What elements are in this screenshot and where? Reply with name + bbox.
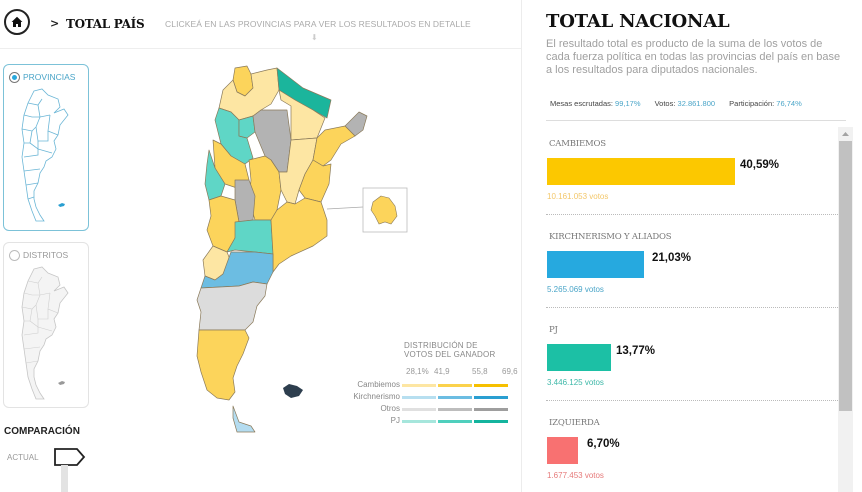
comparison-title: COMPARACIÓN — [4, 426, 80, 437]
party-bar — [547, 251, 644, 278]
summary-stats: Mesas escrutadas: 99,17% Votos: 32.861.8… — [550, 99, 802, 108]
participacion-label: Participación: — [729, 99, 775, 108]
party-result-cambiemos: CAMBIEMOS 40,59% 10.161.053 votos — [546, 122, 840, 215]
votos-label: Votos: — [654, 99, 676, 108]
legend-row-pj: PJ — [330, 416, 518, 426]
divider — [546, 120, 846, 121]
legend-swatch — [474, 408, 508, 411]
islands-malvinas — [283, 384, 303, 398]
legend-tick: 55,8 — [472, 367, 488, 376]
province-caba — [370, 195, 398, 225]
breadcrumb-current: TOTAL PAÍS — [66, 17, 145, 31]
legend-swatch — [474, 396, 508, 399]
view-option-label: DISTRITOS — [23, 250, 69, 260]
legend-swatch — [474, 420, 508, 423]
instruction-hint: CLICKEÁ EN LAS PROVINCIAS PARA VER LOS R… — [165, 19, 471, 29]
comparison-slider-handle[interactable] — [53, 447, 87, 467]
party-votes: 5.265.069 votos — [547, 285, 604, 294]
province-buenosaires — [270, 197, 328, 273]
districts-thumbnail-map-icon — [21, 266, 69, 400]
national-results-panel: TOTAL NACIONAL El resultado total es pro… — [521, 0, 862, 492]
home-icon — [11, 16, 23, 27]
panel-title: TOTAL NACIONAL — [546, 11, 730, 32]
legend-tick: 41,9 — [434, 367, 450, 376]
scroll-up-button[interactable] — [838, 127, 853, 141]
party-votes: 3.446.125 votos — [547, 378, 604, 387]
top-bar: > TOTAL PAÍS CLICKEÁ EN LAS PROVINCIAS P… — [0, 0, 521, 49]
comparison-current-label: ACTUAL — [7, 453, 39, 462]
province-chubut — [196, 281, 268, 331]
province-santacruz — [196, 329, 250, 401]
legend-tick: 28,1% — [406, 367, 429, 376]
legend-row-otros: Otros — [330, 404, 518, 414]
results-scrollbar[interactable] — [838, 127, 853, 492]
mesas-value: 99,17% — [615, 99, 641, 108]
party-name: PJ — [549, 325, 558, 335]
party-results-list[interactable]: CAMBIEMOS 40,59% 10.161.053 votos KIRCHN… — [546, 122, 840, 492]
legend-tick: 69,6 — [502, 367, 518, 376]
legend-swatch — [402, 408, 436, 411]
legend-row-cambiemos: Cambiemos — [330, 380, 518, 390]
radio-distritos[interactable] — [9, 250, 20, 261]
legend-swatch — [402, 420, 436, 423]
mesas-label: Mesas escrutadas: — [550, 99, 613, 108]
legend-swatch — [438, 420, 472, 423]
party-percent: 21,03% — [652, 252, 692, 264]
view-option-label: PROVINCIAS — [23, 72, 76, 82]
party-name: IZQUIERDA — [549, 418, 600, 428]
party-name: KIRCHNERISMO Y ALIADOS — [549, 232, 672, 242]
provinces-thumbnail-map-icon — [21, 88, 69, 222]
party-result-kirchnerismo: KIRCHNERISMO Y ALIADOS 21,03% 5.265.069 … — [546, 215, 840, 308]
party-votes: 10.161.053 votos — [547, 192, 609, 201]
radio-provincias[interactable] — [9, 72, 20, 83]
party-percent: 6,70% — [587, 438, 620, 450]
view-option-distritos[interactable]: DISTRITOS — [3, 242, 89, 408]
party-result-pj: PJ 13,77% 3.446.125 votos — [546, 308, 840, 401]
party-name: CAMBIEMOS — [549, 139, 606, 149]
party-votes: 1.677.453 votos — [547, 471, 604, 480]
arrow-down-icon: ⬇ — [311, 33, 318, 42]
breadcrumb-separator: > — [50, 17, 60, 30]
votos-value: 32.861.800 — [677, 99, 716, 108]
participacion-value: 76,74% — [776, 99, 802, 108]
party-bar — [547, 158, 735, 185]
province-tucuman — [238, 115, 256, 139]
argentina-results-map[interactable] — [195, 60, 415, 435]
province-tierradelfuego — [232, 405, 256, 433]
legend-swatch — [474, 384, 508, 387]
home-button[interactable] — [4, 9, 30, 35]
caret-up-icon — [842, 132, 849, 136]
comparison-slider-track[interactable] — [61, 465, 68, 492]
party-result-izquierda: IZQUIERDA 6,70% 1.677.453 votos — [546, 401, 840, 492]
party-bar — [547, 344, 611, 371]
legend-swatch — [402, 396, 436, 399]
party-bar — [547, 437, 578, 464]
legend-swatch — [438, 384, 472, 387]
party-percent: 13,77% — [616, 345, 656, 357]
legend-title: DISTRIBUCIÓN DE VOTOS DEL GANADOR — [404, 341, 496, 359]
party-percent: 40,59% — [740, 159, 780, 171]
view-option-provincias[interactable]: PROVINCIAS — [3, 64, 89, 231]
panel-description: El resultado total es producto de la sum… — [546, 38, 841, 76]
legend-row-kirchnerismo: Kirchnerismo — [330, 392, 518, 402]
legend-swatch — [438, 408, 472, 411]
legend-swatch — [438, 396, 472, 399]
legend-swatch — [402, 384, 436, 387]
scroll-thumb[interactable] — [839, 141, 852, 411]
